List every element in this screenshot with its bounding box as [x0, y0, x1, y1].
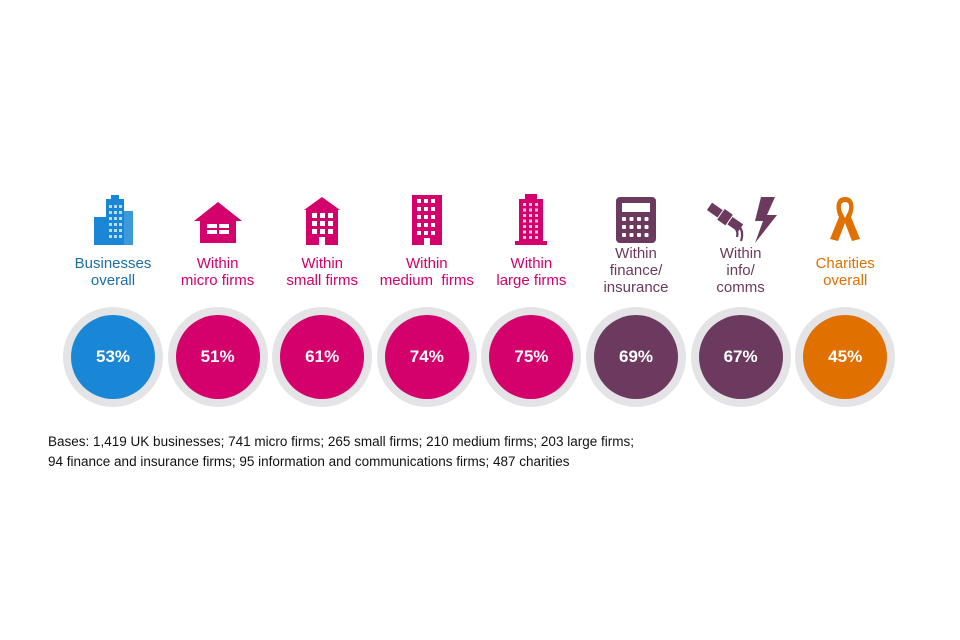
house-icon	[158, 185, 278, 245]
value-label: 74%	[409, 347, 444, 366]
office-buildings-icon	[53, 185, 173, 245]
category-label-line: Businesses	[74, 255, 152, 272]
value-label: 51%	[200, 347, 235, 366]
category-label: Within info/comms	[681, 245, 801, 296]
category-label: Within small firms	[262, 255, 382, 303]
value-ring: 69%	[586, 307, 686, 407]
category-column: Within medium firms 74%	[367, 185, 487, 407]
category-label-line: Within	[615, 245, 657, 262]
category-label: Within micro firms	[158, 255, 278, 303]
category-label-line: overall	[823, 272, 868, 289]
value-label: 69%	[618, 347, 654, 366]
value-ring: 74%	[376, 307, 477, 407]
category-label-line: large firms	[496, 272, 567, 289]
value-disc: 74%	[384, 315, 469, 399]
medium-building-icon	[367, 185, 487, 245]
bases-note: Bases: 1,419 UK businesses; 741 micro fi…	[48, 432, 928, 472]
category-label-line: Within	[196, 255, 239, 272]
value-disc: 61%	[280, 315, 365, 399]
category-label: Within large firms	[471, 255, 591, 303]
category-column: Charities overall 45%	[785, 185, 905, 407]
category-label: Charities overall	[785, 255, 905, 303]
category-label-line: info/	[726, 262, 755, 279]
category-label-line: medium firms	[379, 272, 474, 289]
tower-building-icon	[471, 185, 591, 245]
value-disc: 67%	[698, 315, 783, 399]
value-label: 61%	[305, 347, 340, 366]
value-label: 67%	[723, 347, 758, 366]
value-ring: 61%	[272, 307, 373, 407]
category-label-line: Within	[405, 255, 448, 272]
category-column: Within finance/insurance 69%	[576, 185, 696, 407]
category-label-line: overall	[90, 272, 136, 289]
value-disc: 75%	[489, 315, 574, 399]
category-label-line: small firms	[286, 272, 359, 289]
value-disc: 69%	[594, 315, 678, 399]
category-label-line: Within	[719, 245, 762, 262]
small-building-icon	[262, 185, 382, 245]
category-label-line: micro firms	[180, 272, 255, 289]
awareness-ribbon-icon	[785, 185, 905, 245]
value-label: 53%	[95, 347, 131, 366]
category-label: Within medium firms	[367, 255, 487, 303]
value-label: 45%	[828, 347, 863, 366]
bases-line-2: 94 finance and insurance firms; 95 infor…	[48, 454, 570, 469]
value-ring: 51%	[167, 307, 268, 407]
value-ring: 67%	[690, 307, 791, 407]
category-label-line: comms	[716, 279, 765, 296]
category-label: Within finance/insurance	[576, 245, 696, 296]
category-column: Within small firms 61%	[262, 185, 382, 407]
category-label-line: Charities	[815, 255, 875, 272]
category-label: Businesses overall	[53, 255, 173, 303]
category-label-line: insurance	[603, 279, 669, 296]
calculator-icon	[576, 185, 696, 245]
value-ring: 45%	[795, 307, 896, 407]
category-column: Businesses overall 53%	[53, 185, 173, 407]
category-column: Within micro firms 51%	[158, 185, 278, 407]
value-disc: 53%	[71, 315, 155, 399]
category-label-line: Within	[301, 255, 344, 272]
bases-line-1: Bases: 1,419 UK businesses; 741 micro fi…	[48, 434, 634, 449]
value-ring: 53%	[63, 307, 163, 407]
category-column: Within info/comms 67%	[681, 185, 801, 407]
category-label-line: Within	[510, 255, 553, 272]
value-label: 75%	[514, 347, 549, 366]
value-disc: 51%	[175, 315, 260, 399]
value-ring: 75%	[481, 307, 582, 407]
category-column: Within large firms 75%	[471, 185, 591, 407]
satellite-lightning-icon	[681, 185, 801, 245]
category-label-line: finance/	[609, 262, 663, 279]
value-disc: 45%	[803, 315, 888, 399]
